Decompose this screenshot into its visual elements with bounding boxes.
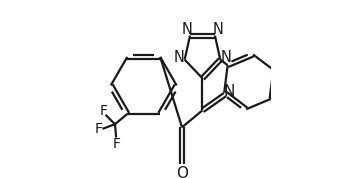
Text: N: N: [224, 84, 235, 99]
Text: N: N: [182, 22, 193, 37]
Text: N: N: [212, 22, 223, 37]
Text: F: F: [112, 137, 120, 151]
Text: N: N: [221, 50, 232, 65]
Text: F: F: [95, 122, 103, 136]
Text: N: N: [174, 50, 185, 65]
Text: F: F: [100, 104, 108, 118]
Text: O: O: [176, 166, 188, 178]
